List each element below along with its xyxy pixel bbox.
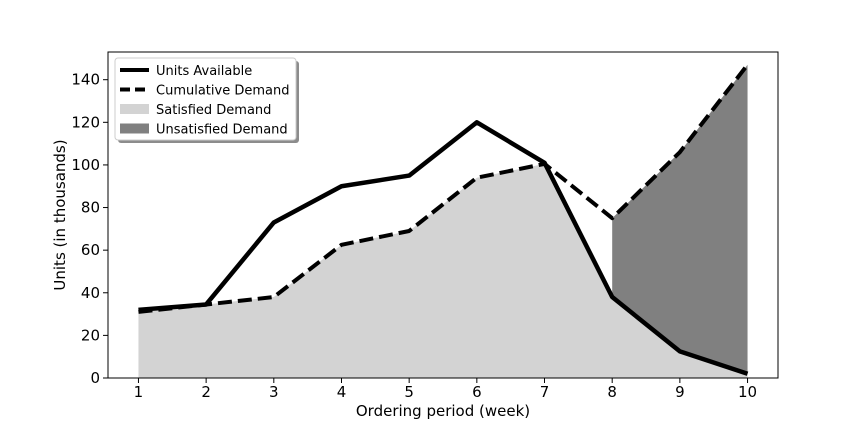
x-tick-label: 1 bbox=[134, 383, 144, 401]
legend-swatch-unsatisfied-demand bbox=[120, 123, 149, 134]
x-tick-label: 6 bbox=[472, 383, 482, 401]
legend: Units Available Cumulative Demand Satisf… bbox=[114, 57, 299, 143]
x-tick-label: 8 bbox=[607, 383, 617, 401]
legend-label-cumulative-demand: Cumulative Demand bbox=[156, 84, 289, 99]
units-available-line bbox=[138, 120, 749, 376]
x-tick-label: 2 bbox=[201, 383, 211, 401]
y-tick-label: 20 bbox=[81, 326, 100, 344]
x-tick-label: 9 bbox=[675, 383, 685, 401]
unsatisfied-demand-area bbox=[612, 64, 748, 374]
series-lines bbox=[138, 63, 750, 376]
y-tick-label: 60 bbox=[81, 241, 100, 259]
y-tick-label: 120 bbox=[71, 113, 100, 131]
cumulative-demand-line bbox=[138, 63, 750, 314]
satisfied-demand-area bbox=[138, 163, 748, 378]
y-axis-label: Units (in thousands) bbox=[51, 139, 69, 290]
fill-areas bbox=[138, 64, 748, 378]
legend-swatch-satisfied-demand bbox=[120, 104, 149, 114]
x-tick-label: 10 bbox=[738, 383, 757, 401]
y-tick-label: 80 bbox=[81, 199, 100, 217]
legend-label-satisfied-demand: Satisfied Demand bbox=[156, 103, 271, 118]
legend-box bbox=[114, 57, 297, 141]
x-tick-label: 7 bbox=[540, 383, 550, 401]
y-tick-label: 40 bbox=[81, 284, 100, 302]
y-axis-ticks: 0 20 40 60 80 100 120 140 bbox=[71, 71, 108, 387]
y-tick-label: 140 bbox=[71, 71, 100, 89]
legend-label-unsatisfied-demand: Unsatisfied Demand bbox=[156, 123, 288, 138]
y-tick-label: 0 bbox=[90, 369, 100, 387]
y-tick-label: 100 bbox=[71, 156, 100, 174]
x-axis-label: Ordering period (week) bbox=[356, 402, 530, 420]
x-tick-label: 5 bbox=[404, 383, 414, 401]
x-tick-label: 3 bbox=[269, 383, 279, 401]
legend-label-units-available: Units Available bbox=[156, 64, 252, 79]
x-tick-label: 4 bbox=[337, 383, 347, 401]
x-axis-ticks: 1 2 3 4 5 6 7 8 9 10 bbox=[134, 378, 757, 401]
plot-frame bbox=[107, 51, 779, 379]
